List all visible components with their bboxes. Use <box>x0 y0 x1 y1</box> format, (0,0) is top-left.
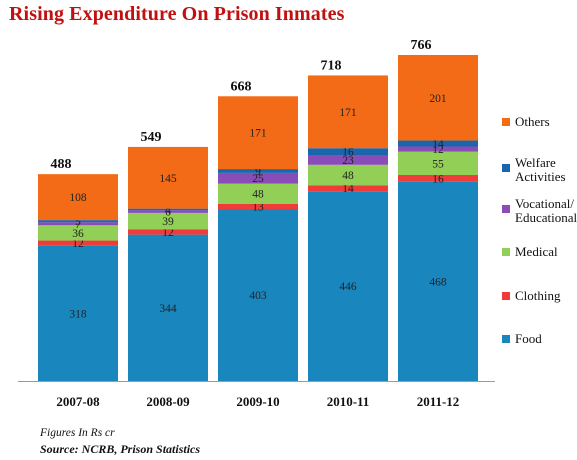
bar-total-label: 766 <box>411 38 432 53</box>
legend-swatch <box>502 118 510 126</box>
legend-label: Activities <box>515 169 566 184</box>
x-tick-label: 2011-12 <box>417 394 460 409</box>
bar-segment-vocational-educational-2007-08 <box>38 222 118 226</box>
x-tick-label: 2009-10 <box>236 394 279 409</box>
legend-swatch <box>502 164 510 172</box>
data-label: 4 <box>165 204 171 216</box>
data-label: 5 <box>75 216 81 228</box>
legend-swatch <box>502 248 510 256</box>
data-label: 7 <box>75 219 81 231</box>
source-note: Source: NCRB, Prison Statistics <box>40 442 201 456</box>
x-tick-label: 2007-08 <box>56 394 100 409</box>
data-label: 48 <box>342 170 354 182</box>
legend-label: Welfare <box>515 155 556 170</box>
bar-segment-food-2011-12 <box>398 181 478 381</box>
chart-title: Rising Expenditure On Prison Inmates <box>9 3 345 25</box>
data-label: 16 <box>432 173 444 185</box>
data-label: 201 <box>429 93 447 105</box>
bar-segment-clothing-2008-09 <box>128 229 208 235</box>
data-label: 13 <box>252 202 264 214</box>
bar-segment-welfare-activities-2009-10 <box>218 169 298 173</box>
bar-segment-welfare-activities-2010-11 <box>308 148 388 156</box>
legend-swatch <box>502 292 510 300</box>
data-label: 12 <box>162 227 174 239</box>
bar-segment-vocational-educational-2011-12 <box>398 146 478 152</box>
legend-label: Clothing <box>515 288 561 303</box>
bar-segment-medical-2011-12 <box>398 151 478 176</box>
data-label: 468 <box>429 276 447 288</box>
bar-segment-medical-2007-08 <box>38 225 118 241</box>
legend-label: Medical <box>515 244 558 259</box>
bar-segment-food-2009-10 <box>218 209 298 381</box>
bar-segment-medical-2008-09 <box>128 212 208 230</box>
bar-segment-medical-2009-10 <box>218 183 298 204</box>
legend-label: Educational <box>515 210 577 225</box>
data-label: 145 <box>159 173 177 185</box>
data-label: 25 <box>252 173 264 185</box>
bar-total-label: 549 <box>141 130 162 145</box>
data-label: 16 <box>342 147 354 159</box>
x-tick-label: 2010-11 <box>327 394 370 409</box>
bar-segment-food-2007-08 <box>38 245 118 381</box>
data-label: 55 <box>432 158 444 170</box>
data-label: 12 <box>432 144 444 156</box>
bar-segment-medical-2010-11 <box>308 164 388 186</box>
data-label: 12 <box>72 238 84 250</box>
bar-segment-food-2008-09 <box>128 234 208 381</box>
data-label: 171 <box>249 128 267 140</box>
x-tick-label: 2008-09 <box>146 394 190 409</box>
bar-segment-vocational-educational-2008-09 <box>128 210 208 213</box>
bar-segment-others-2007-08 <box>38 174 118 221</box>
data-label: 171 <box>339 107 357 119</box>
legend-swatch <box>502 335 510 343</box>
bar-total-label: 718 <box>321 58 342 73</box>
data-label: 48 <box>252 189 264 201</box>
bar-segment-food-2010-11 <box>308 191 388 381</box>
bar-segment-vocational-educational-2009-10 <box>218 172 298 184</box>
data-label: 14 <box>432 139 444 151</box>
bar-segment-welfare-activities-2007-08 <box>38 220 118 223</box>
data-label: 318 <box>69 308 87 320</box>
data-label: 446 <box>339 281 357 293</box>
bar-segment-others-2009-10 <box>218 96 298 170</box>
data-label: 36 <box>72 228 84 240</box>
bar-segment-clothing-2010-11 <box>308 185 388 192</box>
data-label: 108 <box>69 192 87 204</box>
data-label: 9 <box>255 166 261 178</box>
legend-label: Food <box>515 331 542 346</box>
units-note: Figures In Rs cr <box>40 427 115 439</box>
bar-segment-welfare-activities-2011-12 <box>398 140 478 147</box>
bar-segment-others-2010-11 <box>308 75 388 149</box>
bar-segment-others-2011-12 <box>398 55 478 141</box>
legend-label: Vocational/ <box>515 196 574 211</box>
data-label: 6 <box>165 207 171 219</box>
bar-segment-clothing-2007-08 <box>38 240 118 246</box>
bar-segment-vocational-educational-2010-11 <box>308 155 388 165</box>
data-label: 23 <box>342 155 354 167</box>
data-label: 403 <box>249 290 267 302</box>
data-label: 39 <box>162 216 174 228</box>
bar-segment-clothing-2009-10 <box>218 203 298 210</box>
data-label: 344 <box>159 303 177 315</box>
bar-segment-welfare-activities-2008-09 <box>128 208 208 211</box>
legend-label: Others <box>515 114 550 129</box>
bar-segment-others-2008-09 <box>128 146 208 209</box>
legend-swatch <box>502 205 510 213</box>
data-label: 14 <box>342 183 354 195</box>
bar-total-label: 668 <box>231 79 252 94</box>
bar-total-label: 488 <box>51 157 72 172</box>
bar-segment-clothing-2011-12 <box>398 175 478 182</box>
